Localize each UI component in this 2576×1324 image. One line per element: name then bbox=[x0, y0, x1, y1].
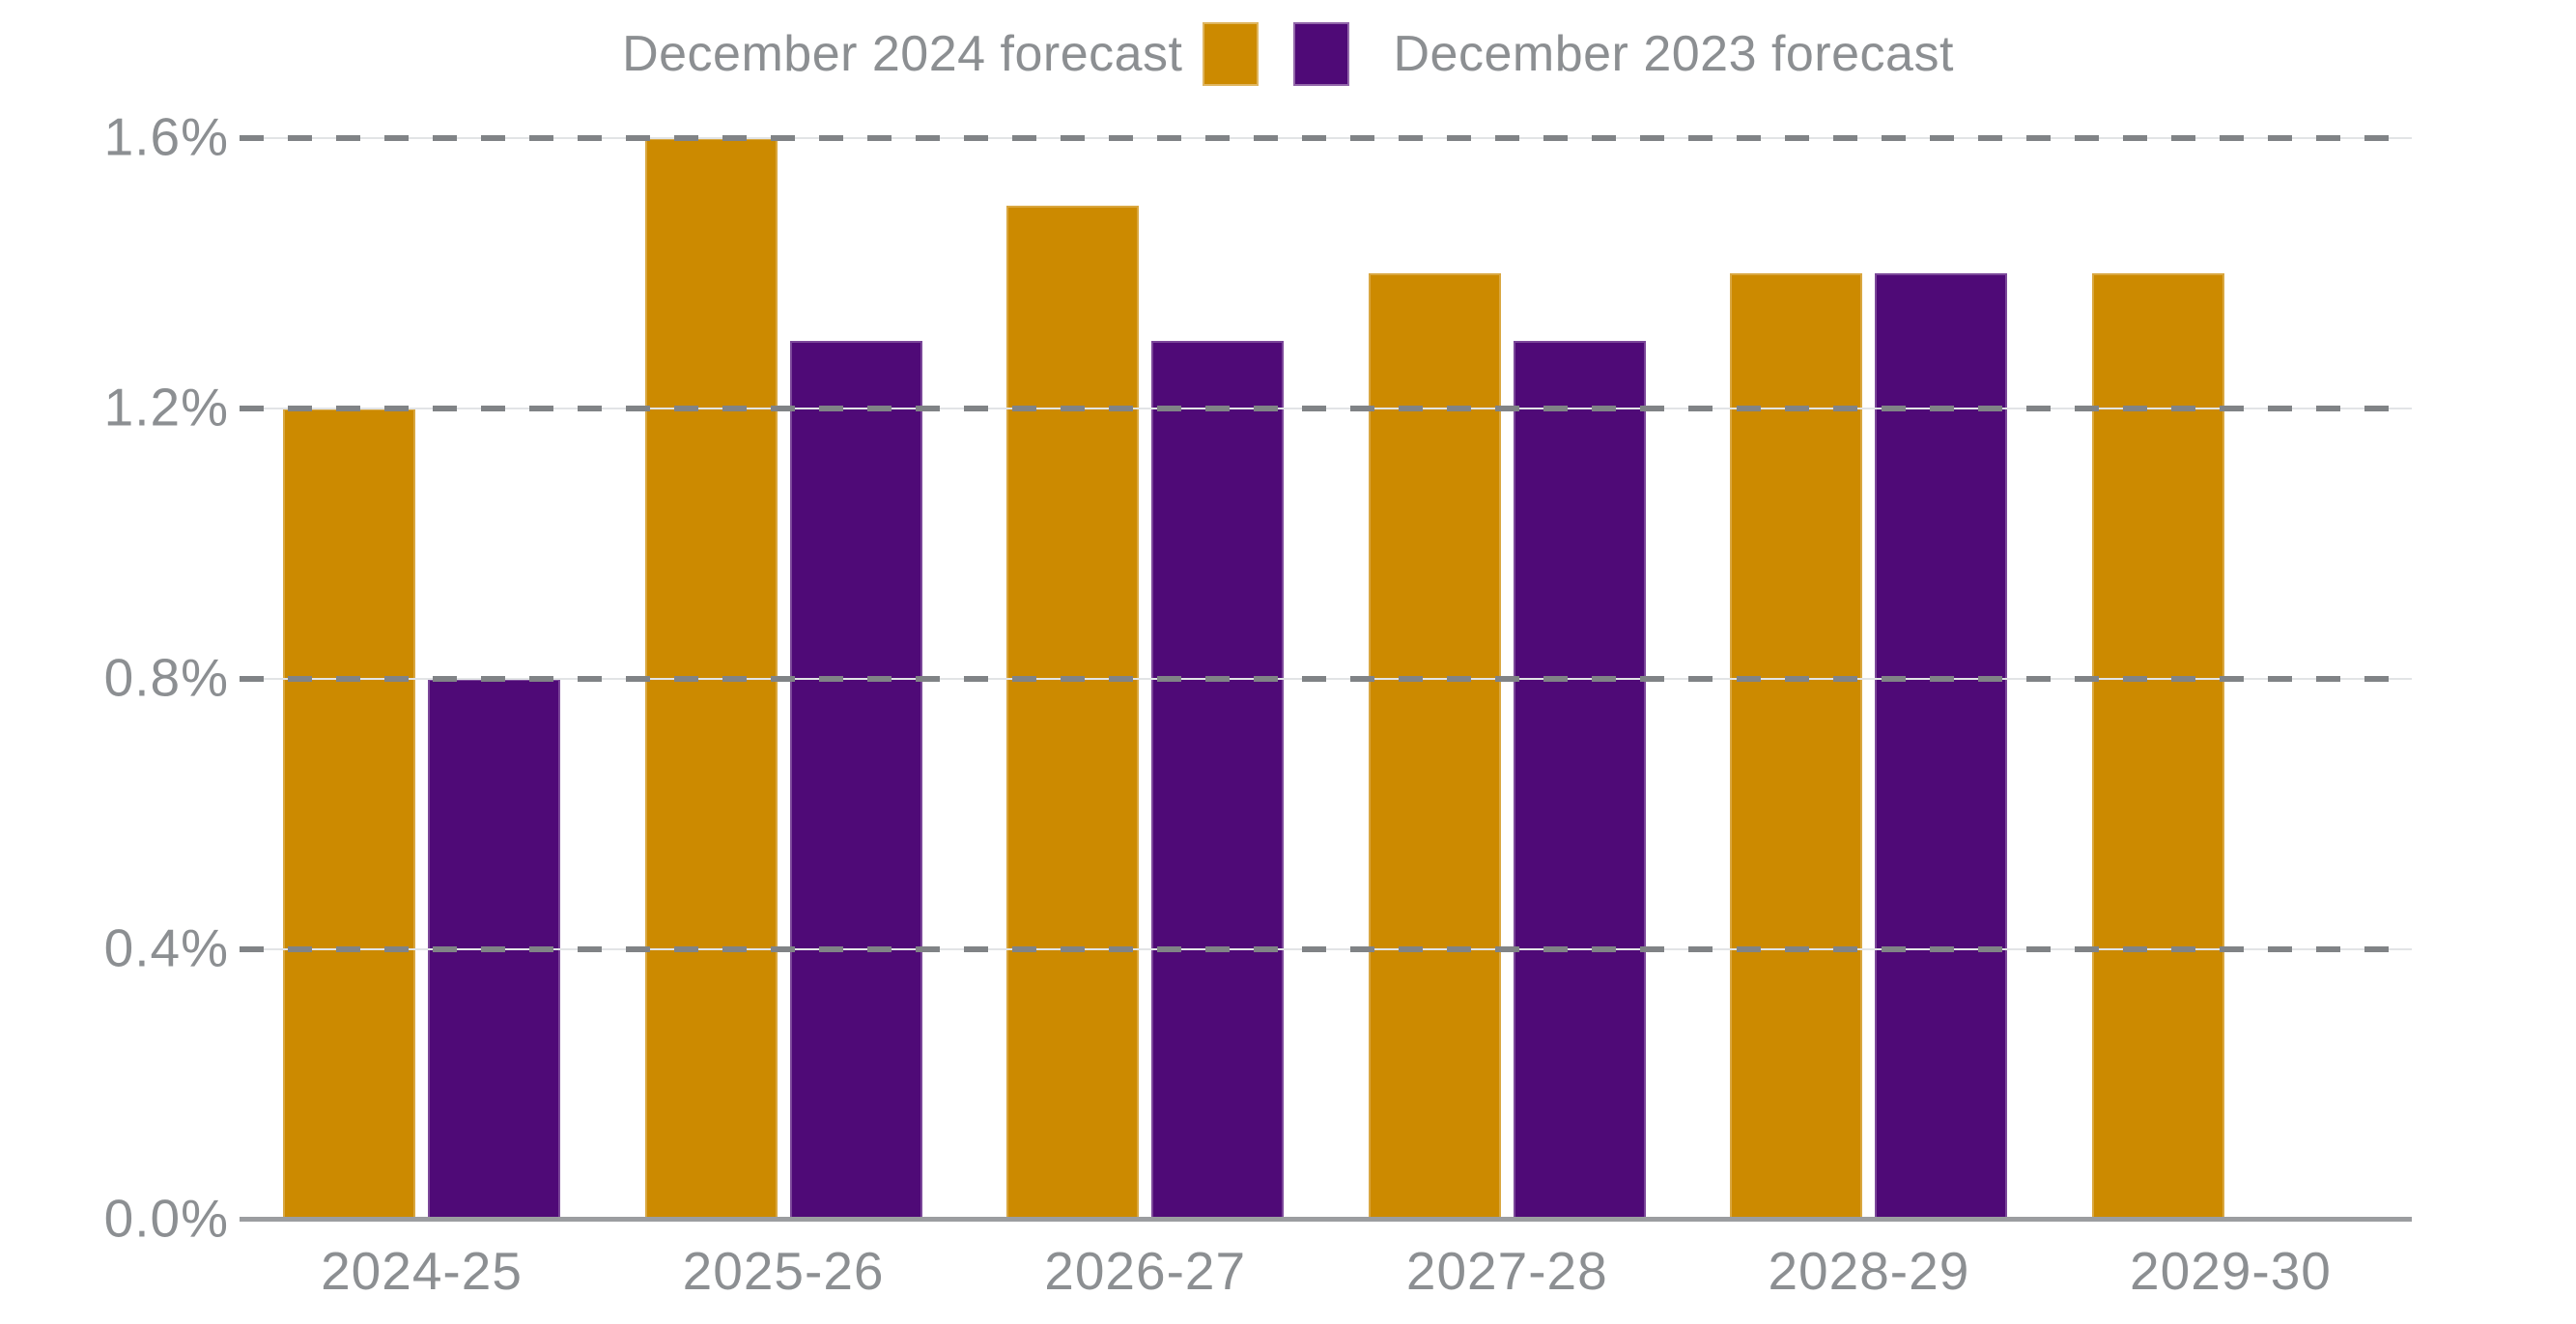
bar-december-2024-forecast bbox=[644, 138, 778, 1220]
y-axis: 1.6% 1.2% 0.8% 0.4% 0.0% bbox=[0, 110, 229, 1245]
bar-group-2026-27: 2026-27 bbox=[1006, 138, 1285, 1298]
y-tick-label: 1.6% bbox=[103, 106, 229, 167]
bar-december-2024-forecast bbox=[1006, 206, 1140, 1220]
bar-series-container: 2024-25 2025-26 2026-27 2027-28 2028 bbox=[243, 138, 2412, 1298]
bar-december-2023-forecast bbox=[1875, 273, 2008, 1220]
legend-label-december-2023-forecast: December 2023 forecast bbox=[1393, 26, 1954, 82]
bar-december-2023-forecast bbox=[1151, 341, 1285, 1220]
bar-group-2028-29: 2028-29 bbox=[1730, 138, 2008, 1298]
bar-december-2024-forecast bbox=[2091, 273, 2224, 1220]
x-tick-label: 2026-27 bbox=[1044, 1241, 1247, 1301]
bar-december-2023-forecast bbox=[428, 679, 560, 1220]
x-tick-label: 2028-29 bbox=[1768, 1241, 1970, 1301]
bar-december-2024-forecast bbox=[283, 408, 415, 1220]
bar-group-2029-30: 2029-30 bbox=[2091, 138, 2369, 1298]
bar-december-2023-forecast bbox=[789, 341, 922, 1220]
legend-label-december-2024-forecast: December 2024 forecast bbox=[622, 26, 1183, 82]
x-tick-label: 2027-28 bbox=[1405, 1241, 1608, 1301]
chart-legend: December 2024 forecast December 2023 for… bbox=[0, 17, 2576, 91]
y-tick-label: 0.0% bbox=[103, 1188, 229, 1249]
x-tick-label: 2025-26 bbox=[682, 1241, 885, 1301]
bar-group-2025-26: 2025-26 bbox=[644, 138, 922, 1298]
bar-group-2024-25: 2024-25 bbox=[283, 138, 560, 1298]
bar-december-2023-forecast bbox=[1513, 341, 1646, 1220]
y-tick-label: 1.2% bbox=[103, 377, 229, 437]
legend-swatch-december-2023-forecast bbox=[1292, 22, 1349, 86]
plot-area: 2024-25 2025-26 2026-27 2027-28 2028 bbox=[240, 135, 2412, 1298]
y-tick-label: 0.4% bbox=[103, 917, 229, 978]
bar-group-2027-28: 2027-28 bbox=[1368, 138, 1646, 1298]
bar-december-2024-forecast bbox=[1368, 273, 1501, 1220]
bar-december-2024-forecast bbox=[1730, 273, 1863, 1220]
x-axis-baseline bbox=[240, 1217, 2412, 1222]
legend-swatch-december-2024-forecast bbox=[1202, 22, 1259, 86]
x-tick-label: 2029-30 bbox=[2130, 1241, 2332, 1301]
y-tick-label: 0.8% bbox=[103, 647, 229, 708]
x-tick-label: 2024-25 bbox=[321, 1241, 523, 1301]
